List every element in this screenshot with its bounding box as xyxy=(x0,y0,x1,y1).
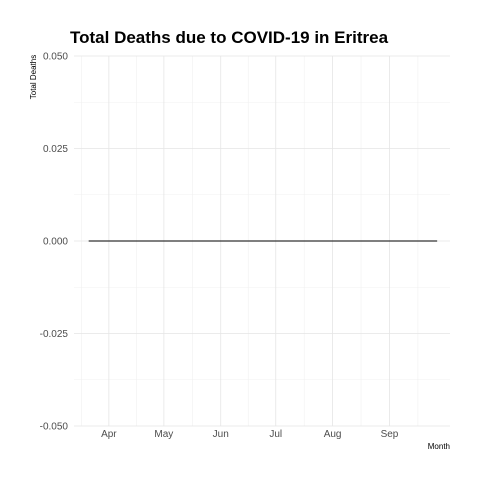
chart-title: Total Deaths due to COVID-19 in Eritrea xyxy=(70,28,389,47)
x-axis-title: Month xyxy=(428,442,450,451)
x-tick-label: Jul xyxy=(269,429,282,440)
y-tick-labels: -0.050 -0.025 0.000 0.025 0.050 xyxy=(40,52,69,433)
x-tick-label: Sep xyxy=(381,429,399,440)
y-tick-label: -0.050 xyxy=(40,422,69,433)
x-tick-labels: Apr May Jun Jul Aug Sep xyxy=(101,429,399,440)
x-tick-label: May xyxy=(154,429,173,440)
y-tick-label: -0.025 xyxy=(40,329,69,340)
y-tick-label: 0.025 xyxy=(43,144,68,155)
y-tick-label: 0.000 xyxy=(43,237,68,248)
x-tick-label: Aug xyxy=(324,429,342,440)
y-axis-title: Total Deaths xyxy=(29,55,38,99)
x-tick-label: Apr xyxy=(101,429,117,440)
y-tick-label: 0.050 xyxy=(43,52,68,63)
x-tick-label: Jun xyxy=(213,429,229,440)
